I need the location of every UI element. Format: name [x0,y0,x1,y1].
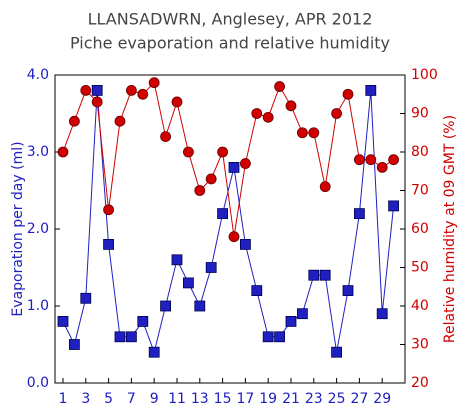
square-marker [148,346,160,358]
x-tick-label: 23 [305,391,323,407]
circle-marker [365,154,377,166]
x-tick-label: 21 [282,391,300,407]
y-tick-label: 3.0 [27,144,49,160]
circle-marker [114,115,126,127]
square-marker [57,315,69,327]
circle-marker [331,108,342,119]
square-marker [342,285,354,297]
y2-tick-label: 20 [411,375,429,391]
circle-marker [376,161,388,173]
square-marker [319,269,331,281]
square-marker [274,331,285,343]
circle-marker [285,100,297,112]
x-tick-label: 19 [259,391,277,407]
circle-marker [319,181,331,193]
square-marker [137,315,149,327]
y2-tick-label: 70 [411,183,429,199]
square-marker [228,161,240,173]
circle-marker [388,154,399,166]
circle-marker [239,158,251,169]
square-marker [80,292,92,304]
x-tick-label: 27 [350,391,368,407]
x-tick-label: 3 [81,391,90,407]
circle-marker [251,108,263,119]
x-tick-label: 9 [150,391,159,407]
circle-marker [91,96,103,108]
square-marker [103,238,114,250]
square-marker [160,300,171,312]
circle-marker [308,127,320,139]
circle-marker [160,131,171,143]
y2-tick-label: 40 [411,298,429,314]
square-marker [251,285,263,297]
square-marker [91,85,103,96]
square-marker [171,254,183,266]
x-tick-label: 13 [191,391,209,407]
chart-subtitle: Piche evaporation and relative humidity [70,34,390,53]
circle-marker [57,146,69,158]
circle-marker [274,81,285,92]
x-tick-label: 1 [59,391,68,407]
square-marker [205,262,217,273]
circle-marker [342,88,354,100]
y-tick-label: 1.0 [27,298,49,314]
circle-marker [68,115,80,127]
square-marker [182,277,194,289]
x-tick-label: 11 [168,391,186,407]
square-marker [68,339,80,350]
square-marker [285,315,297,327]
circle-marker [205,173,217,185]
square-marker [296,308,308,320]
circle-marker [296,127,308,139]
square-marker [376,308,388,320]
square-marker [331,346,342,358]
circle-marker [148,77,160,89]
chart-title: LLANSADWRN, Anglesey, APR 2012 [88,10,373,29]
square-marker [388,200,399,212]
x-tick-label: 5 [104,391,113,407]
circle-marker [228,231,240,243]
y-tick-label: 0.0 [27,375,49,391]
square-marker [262,331,274,343]
square-marker [217,208,228,220]
x-tick-label: 29 [373,391,391,407]
circle-marker [262,111,274,123]
y2-tick-label: 80 [411,144,429,160]
y2-tick-label: 50 [411,260,429,276]
y2-tick-label: 90 [411,106,429,122]
square-marker [365,85,377,96]
circle-marker [103,204,114,216]
y2-tick-label: 60 [411,221,429,237]
circle-marker [171,96,183,108]
x-tick-label: 7 [127,391,136,407]
square-marker [194,300,206,312]
series-line [62,90,395,354]
circle-marker [353,154,365,166]
circle-marker [217,146,228,158]
square-marker [114,331,126,343]
circle-marker [137,88,149,100]
circle-marker [80,85,92,96]
x-tick-label: 17 [236,391,254,407]
circle-marker [194,185,206,196]
circle-marker [125,85,137,96]
square-marker [239,238,251,250]
y-tick-label: 4.0 [27,67,49,83]
x-tick-label: 15 [214,391,232,407]
circle-marker [182,146,194,158]
series-line [62,81,394,237]
x-tick-label: 25 [328,391,346,407]
square-marker [353,208,365,220]
y2-tick-label: 30 [411,337,429,353]
y-tick-label: 2.0 [27,221,49,237]
y-axis-label: Evaporation per day (ml) [10,141,26,316]
y2-tick-label: 100 [411,67,438,83]
square-marker [308,269,320,281]
y2-axis-label: Relative humidity at 09 GMT (%) [442,115,458,343]
square-marker [125,331,137,343]
